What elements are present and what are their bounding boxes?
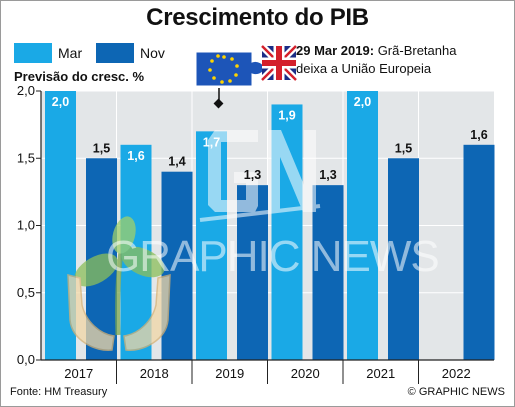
plant-leaf-left <box>74 253 118 287</box>
hand-left <box>67 274 115 351</box>
x-tick-label-2022: 2022 <box>442 366 471 381</box>
value-label-mar-2019: 1,7 <box>203 135 220 149</box>
value-label-mar-2018: 1,6 <box>127 149 144 163</box>
eu-star-7 <box>208 68 212 72</box>
plant-leaf-top <box>112 216 136 254</box>
value-labels: 2,0 1,5 1,6 1,4 1,7 1,3 1,9 1,3 2,0 1,5 1,6 <box>52 95 488 182</box>
chart-title: Crescimento do PIB <box>146 4 369 31</box>
bar-nov-2022 <box>463 144 495 360</box>
value-label-nov-2019: 1,3 <box>244 168 261 182</box>
plant-hands-icon <box>67 216 171 351</box>
value-label-nov-2021: 1,5 <box>395 141 412 155</box>
y-tick-label-3: 1,5 <box>17 150 35 165</box>
bar-nov-2021 <box>388 158 419 360</box>
gn-logo-icon <box>199 130 321 222</box>
uk-cross-red-h <box>262 60 296 66</box>
y-tick-label-0: 0,0 <box>17 352 35 367</box>
x-tick-label-2020: 2020 <box>291 366 320 381</box>
annotation-line-1: 29 Mar 2019: Grã-Bretanha <box>296 43 456 58</box>
legend-label-mar: Mar <box>58 45 82 61</box>
watermark-text: GRAPHIC NEWS <box>106 232 440 281</box>
gn-logo-n <box>268 130 316 212</box>
hand-right <box>123 274 171 351</box>
value-label-nov-2018: 1,4 <box>168 155 185 169</box>
eu-star-5 <box>220 80 224 84</box>
y-tick-label-4: 2,0 <box>17 83 35 98</box>
plant-leaf-right <box>121 246 165 278</box>
value-label-mar-2020: 1,9 <box>278 108 295 122</box>
eu-star-9 <box>216 54 220 58</box>
value-label-mar-2021: 2,0 <box>354 95 371 109</box>
x-tick-label-2021: 2021 <box>366 366 395 381</box>
legend-swatch-mar <box>14 43 52 63</box>
annotation-line-2: deixa a União Europeia <box>296 61 432 76</box>
eu-star-6 <box>212 76 216 80</box>
uk-flag-puzzle-icon <box>259 43 299 83</box>
bar-nov-2018 <box>161 171 193 360</box>
eu-star-0 <box>222 55 226 59</box>
bar-mar-2021 <box>347 91 378 360</box>
gn-logo-g <box>208 130 258 212</box>
legend-label-nov: Nov <box>140 45 165 61</box>
source-note: Fonte: HM Treasury <box>10 386 108 398</box>
decorations <box>67 43 321 351</box>
bar-nov-2020 <box>312 185 344 360</box>
annotation-text-1: Grã-Bretanha <box>377 43 457 58</box>
value-label-nov-2022: 1,6 <box>470 128 487 142</box>
x-tick-label-2018: 2018 <box>140 366 169 381</box>
y-tick-label-1: 0,5 <box>17 285 35 300</box>
value-label-mar-2017: 2,0 <box>52 95 69 109</box>
eu-star-1 <box>230 57 234 61</box>
eu-star-2 <box>235 64 239 68</box>
x-tick-label-2017: 2017 <box>64 366 93 381</box>
eu-flag-puzzle-icon <box>195 51 265 87</box>
eu-star-8 <box>210 59 214 63</box>
eu-star-3 <box>234 73 238 77</box>
legend-swatch-nov <box>96 43 134 63</box>
eu-star-4 <box>228 79 232 83</box>
y-tick-label-2: 1,0 <box>17 218 35 233</box>
legend: Mar Nov <box>14 43 165 63</box>
annotation-diamond <box>213 98 224 109</box>
annotation-date: 29 Mar 2019: <box>296 43 375 58</box>
value-label-nov-2017: 1,5 <box>93 141 110 155</box>
x-tick-label-2019: 2019 <box>215 366 244 381</box>
credit-note: © GRAPHIC NEWS <box>407 386 505 398</box>
y-axis-label: Previsão do cresc. % <box>14 69 145 84</box>
gn-logo-swoosh <box>199 204 321 222</box>
axes: 0,0 0,5 1,0 1,5 2,0 2017 2018 2019 2020 2021 2022 <box>17 83 494 384</box>
value-label-nov-2020: 1,3 <box>319 168 336 182</box>
